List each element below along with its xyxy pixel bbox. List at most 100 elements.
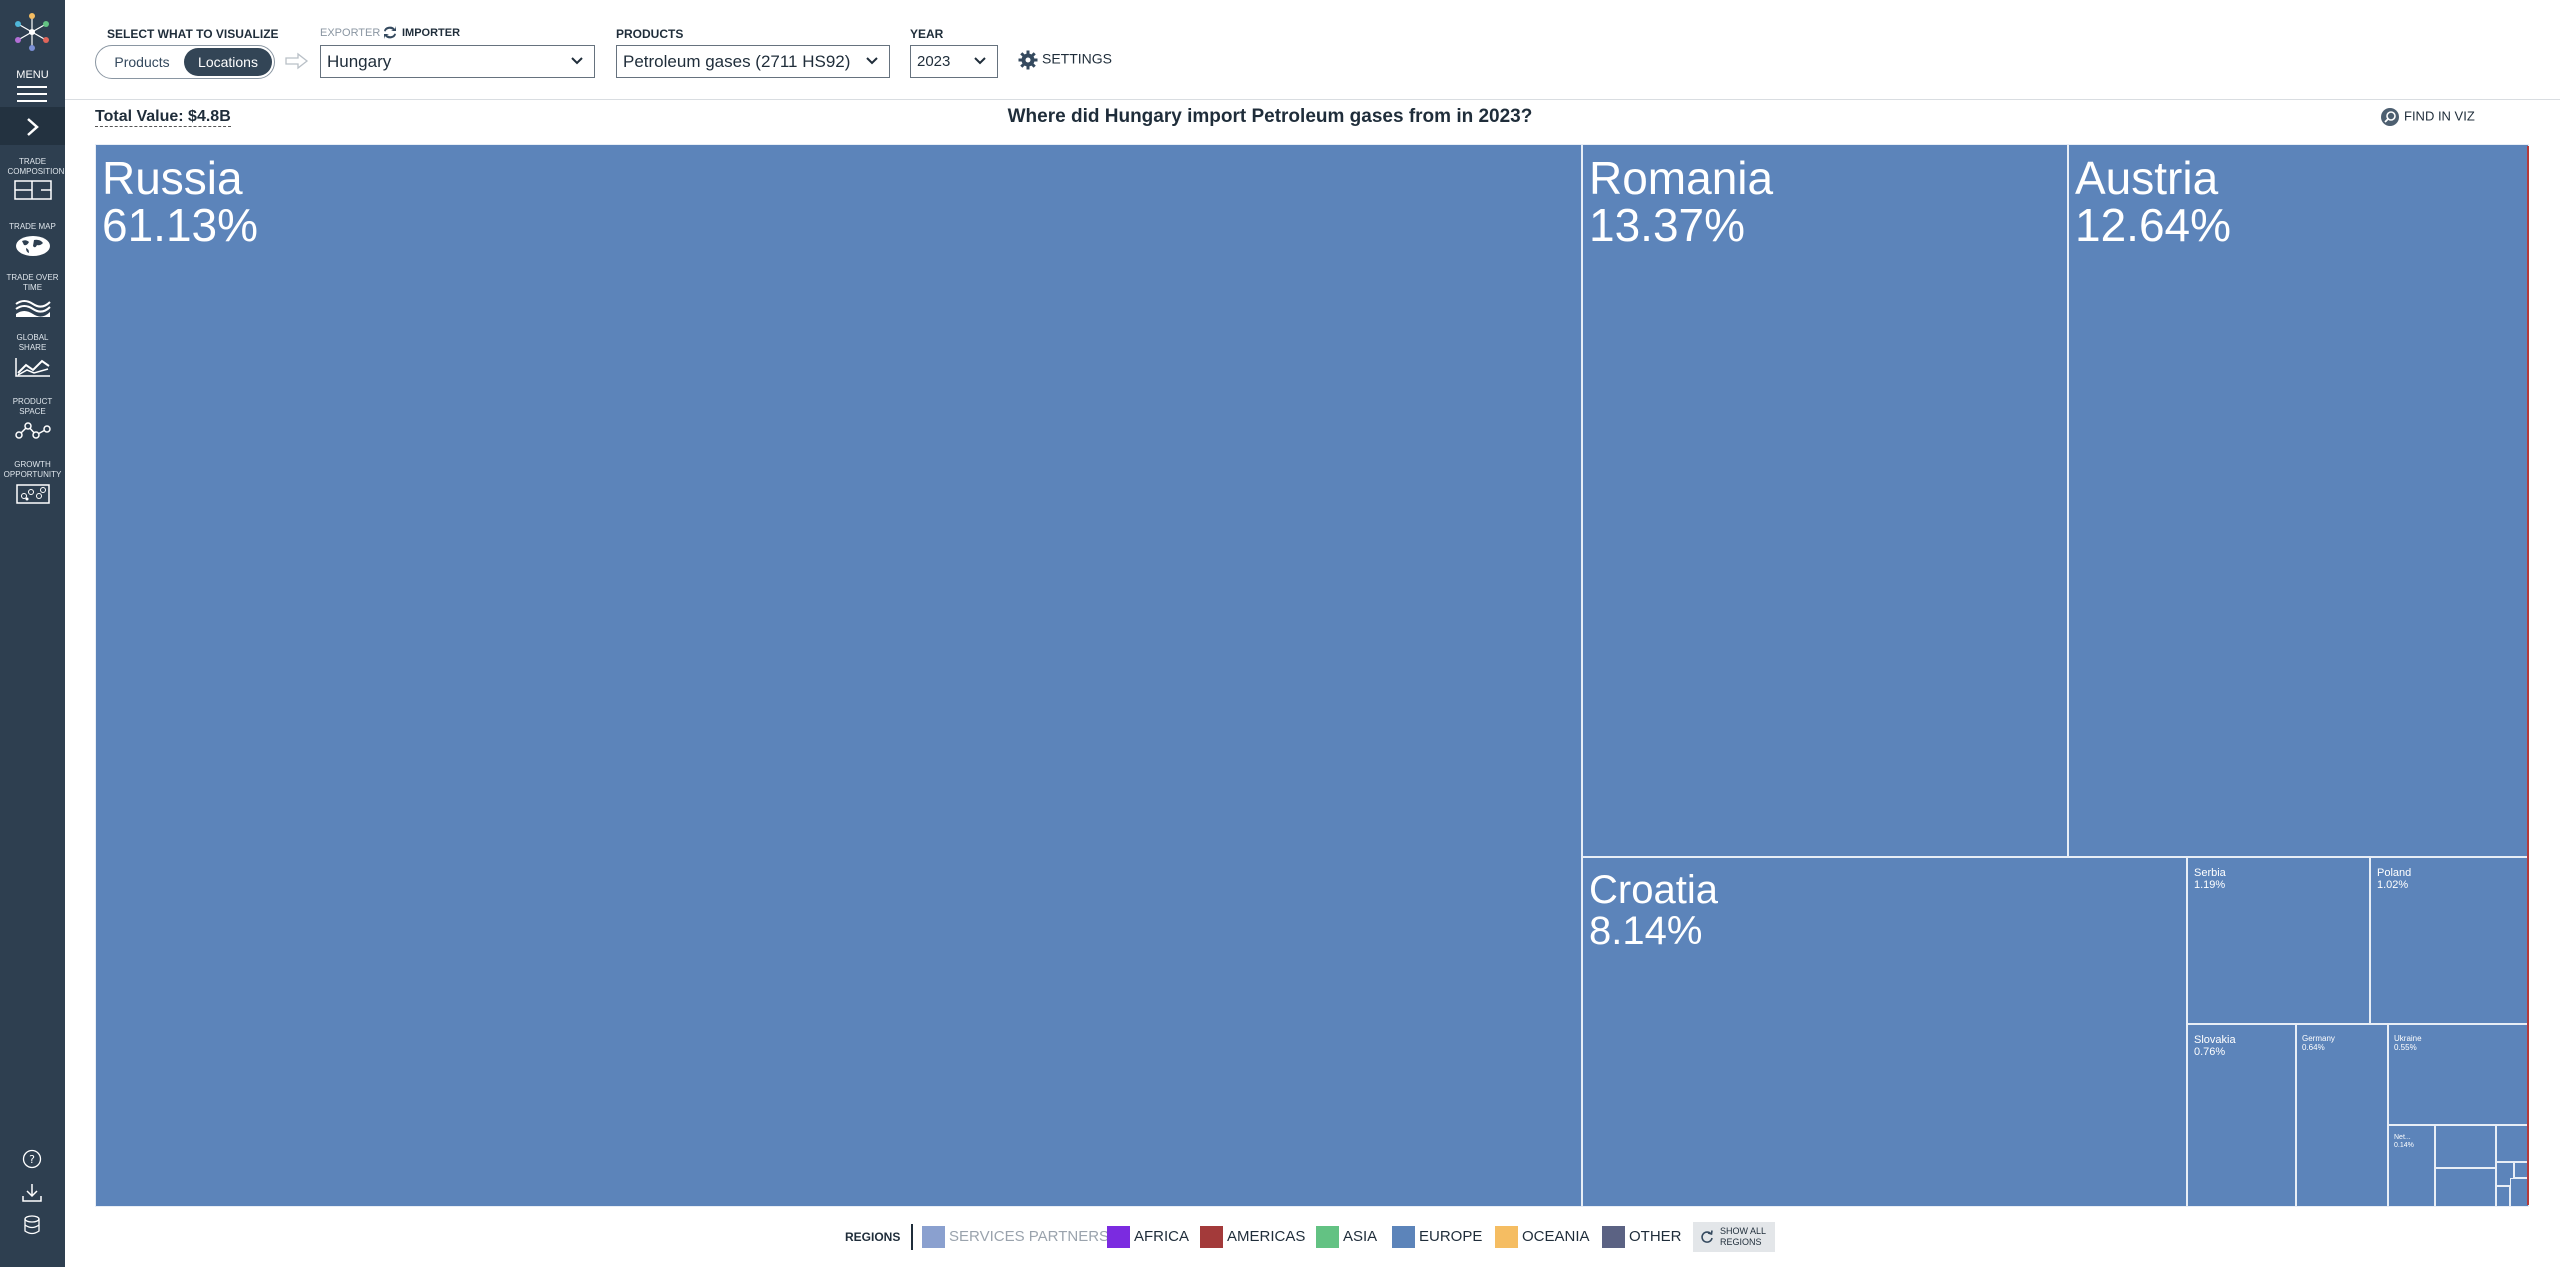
total-value[interactable]: Total Value: $4.8B	[95, 108, 231, 127]
legend-item-other[interactable]: OTHER	[1602, 1226, 1682, 1248]
treemap-cell-unlabeled[interactable]	[2435, 1125, 2496, 1168]
cell-share: 0.64%	[2302, 1043, 2325, 1052]
legend-swatch	[1316, 1226, 1339, 1248]
legend-label: ASIA	[1343, 1228, 1378, 1245]
legend-label: OCEANIA	[1522, 1228, 1590, 1245]
download-icon[interactable]	[21, 1182, 43, 1204]
product-dropdown[interactable]: Petroleum gases (2711 HS92)	[616, 45, 890, 78]
toggle-products-option[interactable]: Products	[114, 54, 170, 70]
legend-swatch	[1200, 1226, 1223, 1248]
help-icon[interactable]: ?	[21, 1148, 43, 1170]
treemap-cell-unlabeled[interactable]	[2496, 1125, 2529, 1162]
cell-share: 8.14%	[1589, 909, 1703, 953]
products-locations-toggle[interactable]: Products Locations	[95, 45, 275, 79]
atlas-logo-icon[interactable]	[12, 12, 52, 52]
treemap-cell-poland[interactable]: Poland 1.02%	[2370, 857, 2529, 1024]
cell-name: Serbia	[2194, 867, 2226, 879]
treemap-cell-unlabeled[interactable]	[2496, 1162, 2514, 1186]
nav-trade-over-time[interactable]: TRADE OVER TIME	[0, 273, 65, 318]
legend-divider	[911, 1224, 913, 1250]
legend-swatch	[1107, 1226, 1130, 1248]
regions-label: REGIONS	[845, 1230, 901, 1244]
nav-product-space[interactable]: PRODUCT SPACE	[0, 397, 65, 442]
cell-share: 0.55%	[2394, 1043, 2417, 1052]
nav-global-share[interactable]: GLOBAL SHARE	[0, 333, 65, 378]
menu-label[interactable]: MENU	[16, 69, 49, 81]
products-label: PRODUCTS	[616, 27, 684, 41]
treemap-cell-germany[interactable]: Germany 0.64%	[2296, 1024, 2388, 1207]
importer-label[interactable]: IMPORTER	[402, 27, 461, 39]
swap-icon[interactable]	[382, 25, 398, 40]
globe-icon	[15, 236, 50, 256]
legend-swatch	[1602, 1226, 1625, 1248]
show-all-regions-button[interactable]: SHOW ALL REGIONS	[1693, 1222, 1775, 1252]
settings-button[interactable]: SETTINGS	[1018, 50, 1112, 70]
treemap-cell-netherlands[interactable]: Net... 0.14%	[2388, 1125, 2435, 1207]
legend-label: OTHER	[1629, 1228, 1682, 1245]
treemap-cell-romania[interactable]: Romania 13.37%	[1582, 144, 2068, 857]
hamburger-menu-icon[interactable]	[17, 86, 47, 102]
cell-name: Ukraine	[2394, 1034, 2422, 1043]
treemap-cell-unlabeled[interactable]	[2435, 1168, 2496, 1207]
line-chart-icon	[14, 358, 50, 377]
right-arrow-icon	[285, 52, 309, 70]
treemap-cell-croatia[interactable]: Croatia 8.14%	[1582, 857, 2187, 1207]
legend-label: EUROPE	[1419, 1228, 1483, 1245]
year-label: YEAR	[910, 27, 944, 41]
settings-label: SETTINGS	[1042, 50, 1113, 67]
legend-item-services-partners[interactable]: SERVICES PARTNERS	[922, 1226, 1109, 1248]
treemap-cell-unlabeled[interactable]	[2496, 1186, 2510, 1207]
treemap-cell-serbia[interactable]: Serbia 1.19%	[2187, 857, 2370, 1024]
cell-name: Slovakia	[2194, 1034, 2236, 1046]
sidebar: MENU TRADE COMPOSITION TRADE MAP TRADE O…	[0, 0, 65, 1267]
location-value: Hungary	[327, 52, 392, 71]
cell-share: 1.02%	[2377, 879, 2409, 891]
cell-share: 13.37%	[1589, 199, 1746, 251]
toggle-locations-option[interactable]: Locations	[184, 48, 272, 76]
refresh-icon	[1701, 1230, 1713, 1243]
legend-item-oceania[interactable]: OCEANIA	[1495, 1226, 1590, 1248]
find-in-viz-button[interactable]: FIND IN VIZ	[2380, 107, 2475, 127]
legend-label: AFRICA	[1134, 1228, 1190, 1245]
cell-share: 61.13%	[102, 199, 259, 251]
nav-trade-map[interactable]: TRADE MAP	[0, 222, 65, 257]
cell-name: Austria	[2075, 152, 2219, 204]
legend-item-africa[interactable]: AFRICA	[1107, 1226, 1189, 1248]
treemap-sliver-americas[interactable]	[2527, 146, 2529, 1205]
find-in-viz-label: FIND IN VIZ	[2404, 108, 2475, 124]
legend-label: SERVICES PARTNERS	[949, 1228, 1110, 1245]
exporter-label[interactable]: EXPORTER	[320, 27, 381, 39]
gear-icon	[1018, 50, 1038, 70]
legend-item-asia[interactable]: ASIA	[1316, 1226, 1377, 1248]
treemap-chart: Russia 61.13% Romania 13.37% Austria 12.…	[95, 144, 2529, 1207]
svg-text:?: ?	[29, 1153, 35, 1166]
chevron-down-icon	[866, 57, 878, 65]
legend-swatch	[1495, 1226, 1518, 1248]
treemap-cell-austria[interactable]: Austria 12.64%	[2068, 144, 2529, 857]
legend-item-europe[interactable]: EUROPE	[1392, 1226, 1482, 1248]
cell-name: Poland	[2377, 867, 2412, 879]
cell-name: Romania	[1589, 152, 1774, 204]
nav-trade-composition[interactable]: TRADE COMPOSITION	[0, 157, 65, 200]
treemap-cell-slovakia[interactable]: Slovakia 0.76%	[2187, 1024, 2296, 1207]
year-dropdown[interactable]: 2023	[910, 45, 998, 78]
nav-label: TRADE MAP	[9, 222, 56, 231]
cell-name: Germany	[2302, 1034, 2335, 1043]
legend-item-americas[interactable]: AMERICAS	[1200, 1226, 1305, 1248]
cell-name: Net...	[2394, 1134, 2411, 1141]
viz-title: Where did Hungary import Petroleum gases…	[1007, 106, 1533, 127]
location-dropdown[interactable]: Hungary	[320, 45, 595, 78]
show-all-label: SHOW ALL REGIONS	[1720, 1226, 1766, 1247]
database-icon[interactable]	[21, 1214, 43, 1236]
product-value: Petroleum gases (2711 HS92)	[623, 52, 851, 71]
treemap-cell-ukraine[interactable]: Ukraine 0.55%	[2388, 1024, 2529, 1125]
chevron-right-icon	[27, 118, 39, 136]
stacked-area-icon	[14, 300, 51, 317]
network-icon	[14, 422, 51, 439]
treemap-cell-russia[interactable]: Russia 61.13%	[95, 144, 1582, 1207]
nav-label: TRADE OVER TIME	[6, 273, 59, 292]
nav-label: GROWTH OPPORTUNITY	[3, 460, 62, 479]
scatter-icon	[15, 484, 50, 504]
expand-sidebar-button[interactable]	[0, 107, 65, 145]
nav-growth-opportunity[interactable]: GROWTH OPPORTUNITY	[0, 460, 65, 505]
